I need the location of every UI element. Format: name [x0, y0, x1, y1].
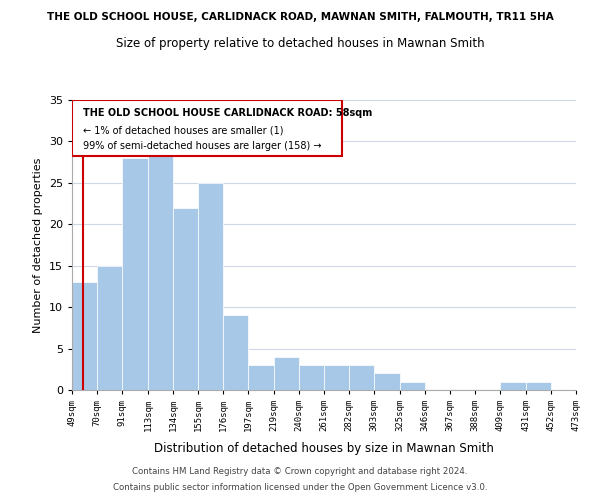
Text: 99% of semi-detached houses are larger (158) →: 99% of semi-detached houses are larger (…: [83, 142, 321, 152]
Text: Contains HM Land Registry data © Crown copyright and database right 2024.: Contains HM Land Registry data © Crown c…: [132, 467, 468, 476]
Text: Contains public sector information licensed under the Open Government Licence v3: Contains public sector information licen…: [113, 484, 487, 492]
Bar: [198, 183, 223, 390]
Bar: [324, 365, 349, 390]
Bar: [526, 382, 551, 390]
Bar: [223, 316, 248, 390]
FancyBboxPatch shape: [72, 100, 341, 156]
Bar: [349, 365, 374, 390]
Y-axis label: Number of detached properties: Number of detached properties: [33, 158, 43, 332]
Bar: [299, 365, 324, 390]
Bar: [248, 365, 274, 390]
Bar: [122, 158, 148, 390]
Bar: [374, 374, 400, 390]
Bar: [97, 266, 122, 390]
Bar: [500, 382, 526, 390]
Bar: [148, 150, 173, 390]
Bar: [274, 357, 299, 390]
Text: THE OLD SCHOOL HOUSE, CARLIDNACK ROAD, MAWNAN SMITH, FALMOUTH, TR11 5HA: THE OLD SCHOOL HOUSE, CARLIDNACK ROAD, M…: [47, 12, 553, 22]
Bar: [400, 382, 425, 390]
Text: THE OLD SCHOOL HOUSE CARLIDNACK ROAD: 58sqm: THE OLD SCHOOL HOUSE CARLIDNACK ROAD: 58…: [83, 108, 372, 118]
Bar: [72, 282, 97, 390]
X-axis label: Distribution of detached houses by size in Mawnan Smith: Distribution of detached houses by size …: [154, 442, 494, 456]
Text: Size of property relative to detached houses in Mawnan Smith: Size of property relative to detached ho…: [116, 38, 484, 51]
Bar: [173, 208, 198, 390]
Text: ← 1% of detached houses are smaller (1): ← 1% of detached houses are smaller (1): [83, 126, 283, 136]
